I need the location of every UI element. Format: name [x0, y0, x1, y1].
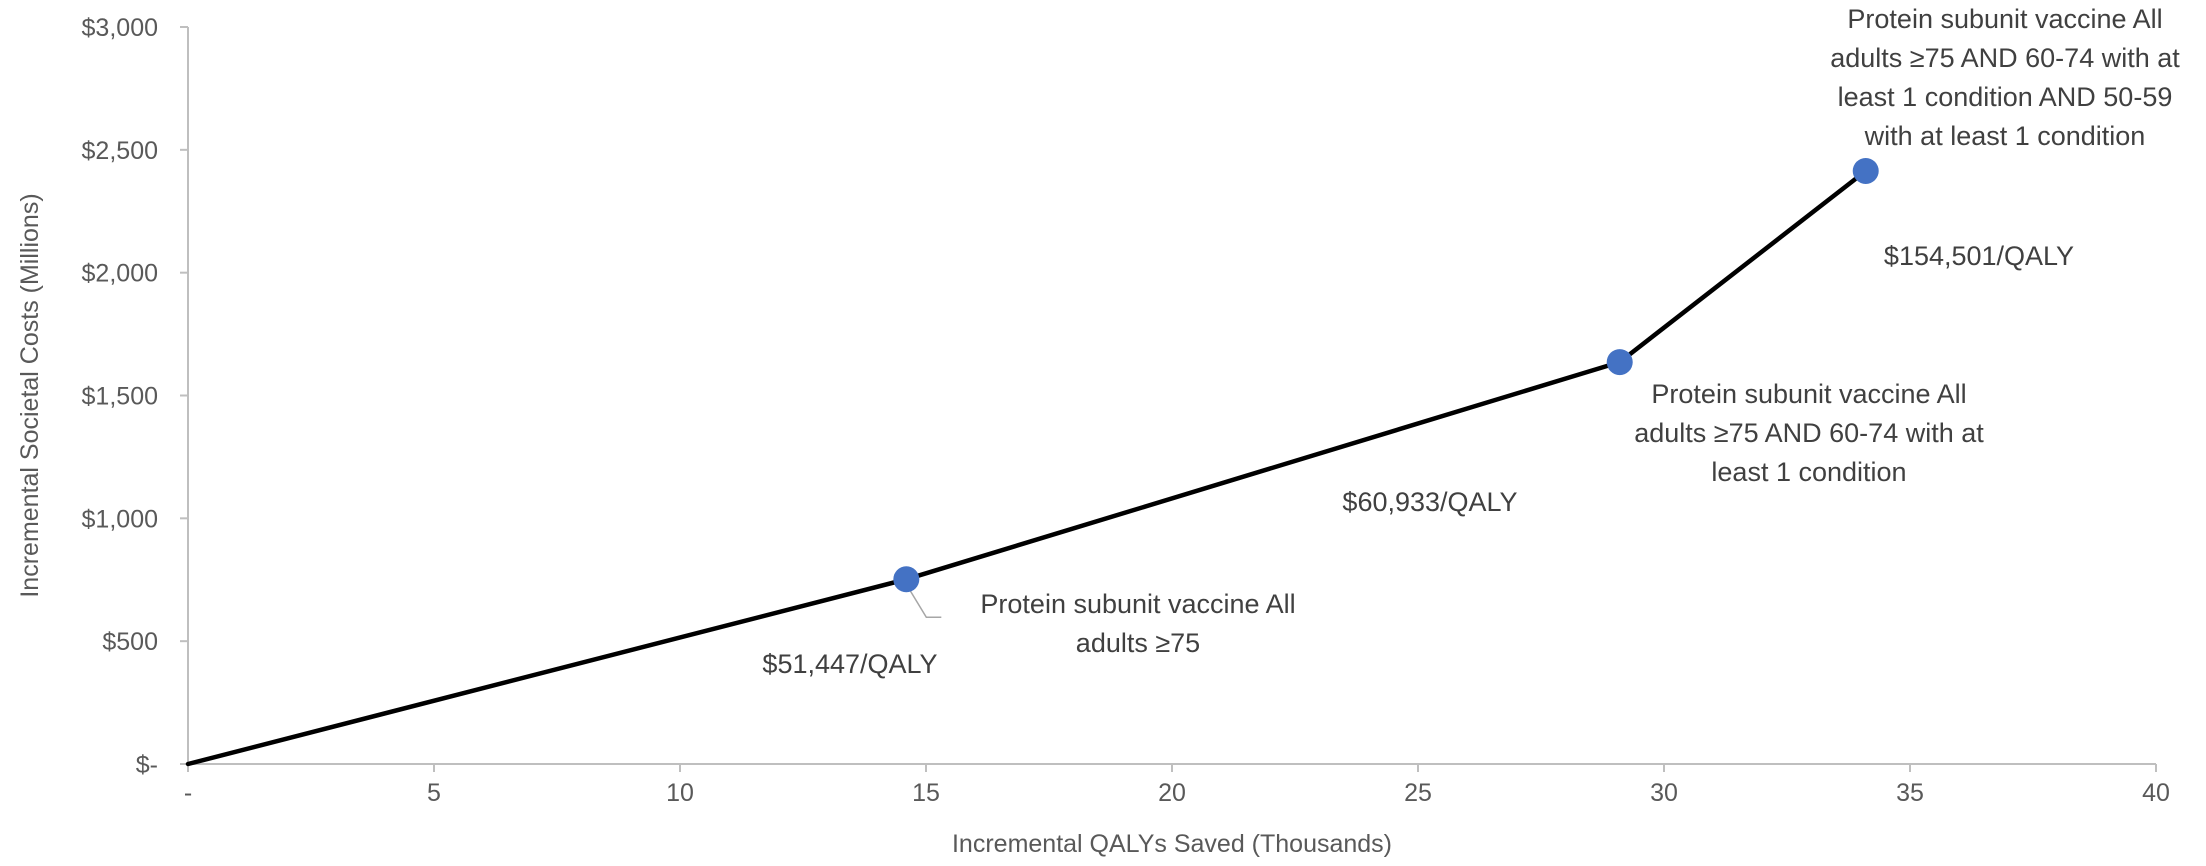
point-label: Protein subunit vaccine All adults ≥75 AN… — [1634, 379, 1984, 487]
point-label-line: Protein subunit vaccine All — [980, 589, 1295, 619]
x-tick-label: 15 — [912, 779, 940, 807]
x-tick-label: 25 — [1404, 779, 1432, 807]
x-tick-label: - — [184, 779, 192, 807]
x-axis-ticks: - 5 10 15 20 25 30 35 40 — [184, 764, 2170, 807]
label-leader-line — [908, 588, 942, 619]
point-label-line: with at least 1 condition — [1864, 121, 2146, 151]
y-tick-label: $2,000 — [82, 260, 158, 288]
x-tick-label: 20 — [1158, 779, 1186, 807]
x-tick-label: 35 — [1896, 779, 1924, 807]
axes: - 5 10 15 20 25 30 35 40 $- $500 $1,000 $1,500 $2,00… — [82, 14, 2170, 807]
data-point-marker — [1606, 349, 1633, 376]
data-point-marker — [1852, 157, 1879, 184]
series-line — [185, 168, 1868, 767]
series-layer — [185, 168, 1868, 767]
y-tick-label: $1,500 — [82, 383, 158, 411]
y-axis-ticks: $- $500 $1,000 $1,500 $2,000 $2,500 $3,000 — [82, 14, 188, 779]
y-tick-label: $- — [136, 751, 158, 779]
data-point-marker — [893, 566, 920, 593]
x-tick-label: 5 — [427, 779, 441, 807]
y-tick-label: $1,000 — [82, 505, 158, 533]
y-axis-title: Incremental Societal Costs (Millions) — [16, 193, 44, 597]
point-label-line: least 1 condition — [1711, 457, 1906, 487]
x-axis-title: Incremental QALYs Saved (Thousands) — [952, 830, 1392, 858]
x-tick-label: 10 — [666, 779, 694, 807]
segment-label: $51,447/QALY — [762, 649, 937, 679]
segment-label: $154,501/QALY — [1884, 241, 2074, 271]
leader-lines — [908, 588, 942, 619]
point-label-line: Protein subunit vaccine All — [1847, 4, 2162, 34]
point-label-line: adults ≥75 AND 60-74 with at — [1634, 418, 1984, 448]
point-label: Protein subunit vaccine All adults ≥75 AN… — [1830, 4, 2180, 151]
point-label-line: adults ≥75 AND 60-74 with at — [1830, 43, 2180, 73]
x-tick-label: 40 — [2142, 779, 2170, 807]
point-label-line: Protein subunit vaccine All — [1651, 379, 1966, 409]
point-label-line: least 1 condition AND 50-59 — [1838, 82, 2173, 112]
y-tick-label: $2,500 — [82, 137, 158, 165]
x-tick-label: 30 — [1650, 779, 1678, 807]
data-labels: Protein subunit vaccine All adults ≥75Pro… — [762, 4, 2180, 679]
y-tick-label: $500 — [102, 628, 158, 656]
point-label: Protein subunit vaccine All adults ≥75 — [980, 589, 1295, 658]
data-markers — [893, 157, 1879, 593]
y-tick-label: $3,000 — [82, 14, 158, 42]
point-label-line: adults ≥75 — [1076, 628, 1200, 658]
segment-label: $60,933/QALY — [1342, 487, 1517, 517]
